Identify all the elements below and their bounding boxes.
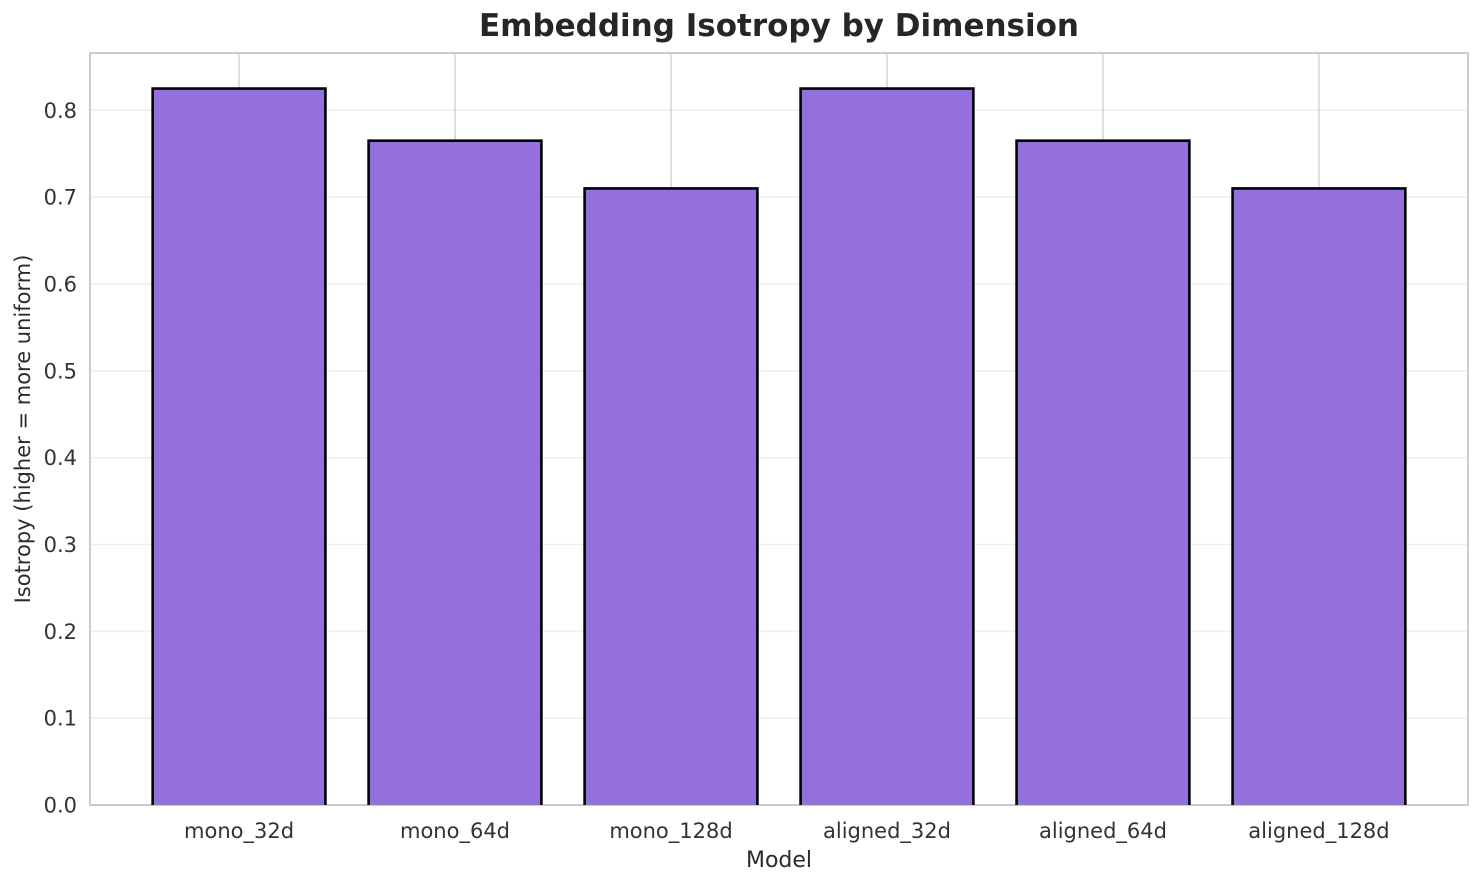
- bar-aligned_32d: [800, 88, 974, 805]
- chart-title: Embedding Isotropy by Dimension: [478, 8, 1080, 44]
- y-tick-label: 0.4: [44, 446, 77, 470]
- x-tick-label-aligned_128d: aligned_128d: [1248, 819, 1389, 844]
- bar-edge-aligned_128d: [1231, 187, 1407, 805]
- bar-edge-aligned_64d: [1015, 139, 1191, 805]
- bar-aligned_64d: [1016, 140, 1190, 805]
- y-tick-label: 0.2: [44, 620, 77, 644]
- x-tick-label-aligned_32d: aligned_32d: [823, 819, 951, 844]
- x-tick-label-mono_64d: mono_64d: [400, 819, 510, 844]
- x-tick-label-mono_128d: mono_128d: [609, 819, 732, 844]
- y-tick-label: 0.1: [44, 707, 77, 731]
- x-axis-label: Model: [745, 848, 813, 873]
- x-tick-label-mono_32d: mono_32d: [184, 819, 294, 844]
- bar-edge-mono_64d: [367, 139, 543, 805]
- bar-edge-mono_32d: [151, 87, 327, 805]
- y-tick-label: 0.5: [44, 359, 77, 383]
- y-tick-label: 0.6: [44, 272, 77, 296]
- bar-aligned_128d: [1232, 188, 1406, 805]
- y-tick-label: 0.8: [44, 99, 77, 123]
- bar-mono_64d: [368, 140, 542, 805]
- y-tick-label: 0.7: [44, 186, 77, 210]
- bar-edge-mono_128d: [583, 187, 759, 805]
- x-tick-label-aligned_64d: aligned_64d: [1039, 819, 1167, 844]
- bar-mono_128d: [584, 188, 758, 805]
- bar-mono_32d: [152, 88, 326, 805]
- bar-edge-aligned_32d: [799, 87, 975, 805]
- y-tick-label: 0.0: [44, 794, 77, 818]
- y-tick-label: 0.3: [44, 533, 77, 557]
